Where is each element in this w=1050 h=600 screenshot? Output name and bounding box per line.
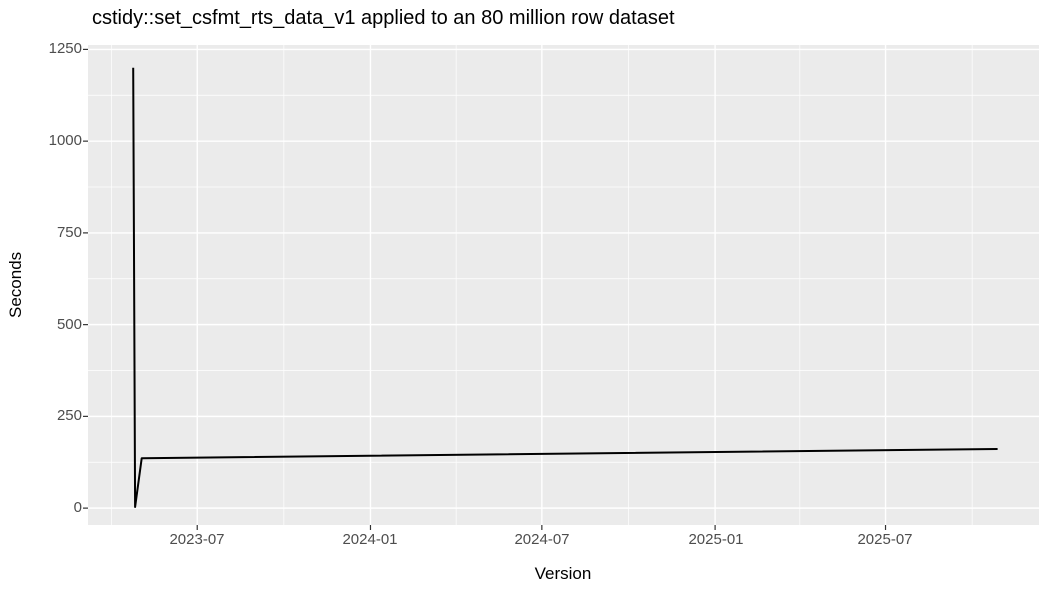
- y-tick-label: 1250: [48, 40, 82, 57]
- y-tick-label: 500: [56, 316, 82, 333]
- x-axis-title: Version: [534, 564, 592, 583]
- y-tick-label: 0: [73, 499, 82, 516]
- y-tick-label: 250: [56, 407, 82, 424]
- x-tick-label: 2024-07: [514, 531, 570, 548]
- y-tick-label: 750: [56, 224, 82, 241]
- x-tick-label: 2025-01: [688, 531, 744, 548]
- plot-panel: [88, 45, 1039, 525]
- x-tick-label: 2023-07: [169, 531, 225, 548]
- x-tick-label: 2025-07: [857, 531, 913, 548]
- y-axis-title: Seconds: [6, 251, 25, 319]
- data-line: [132, 67, 998, 508]
- x-tick-label: 2024-01: [342, 531, 398, 548]
- y-tick-label: 1000: [48, 132, 82, 149]
- chart-title: cstidy::set_csfmt_rts_data_v1 applied to…: [92, 7, 675, 29]
